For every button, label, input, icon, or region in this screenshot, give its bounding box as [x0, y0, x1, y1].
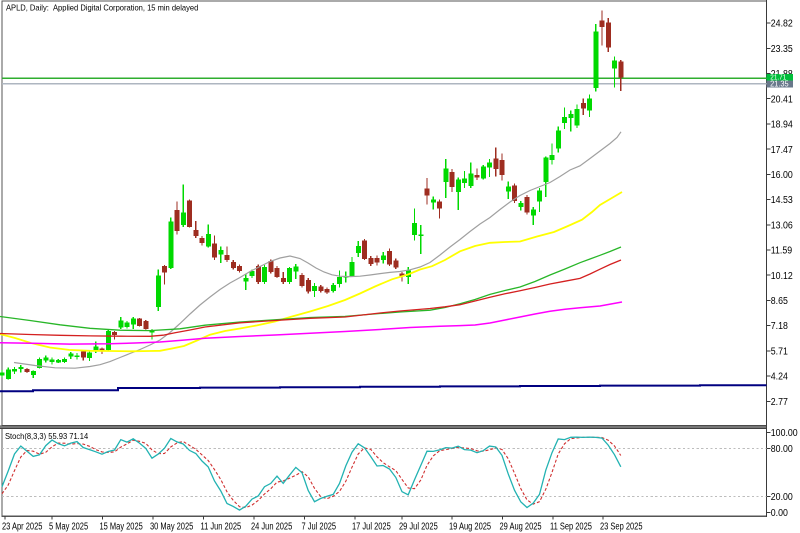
svg-text:20.41: 20.41	[771, 93, 793, 105]
svg-text:APLD, Daily: Applied Digital: APLD, Daily: Applied Digital Corporation…	[6, 3, 198, 12]
svg-text:5.71: 5.71	[771, 345, 788, 357]
svg-text:17 Jul 2025: 17 Jul 2025	[352, 520, 391, 531]
svg-text:23.35: 23.35	[771, 42, 793, 54]
svg-text:24.82: 24.82	[771, 17, 793, 29]
svg-text:10.12: 10.12	[771, 269, 793, 281]
svg-text:23 Sep 2025: 23 Sep 2025	[600, 520, 643, 531]
svg-text:8.65: 8.65	[771, 294, 788, 306]
svg-text:29 Aug 2025: 29 Aug 2025	[500, 520, 542, 531]
svg-text:18.94: 18.94	[771, 118, 793, 130]
svg-text:24 Jun 2025: 24 Jun 2025	[251, 520, 292, 531]
svg-text:30 May 2025: 30 May 2025	[150, 520, 193, 531]
svg-text:17.47: 17.47	[771, 143, 793, 155]
svg-text:23 Apr 2025: 23 Apr 2025	[2, 520, 42, 531]
svg-text:21.35: 21.35	[770, 79, 789, 89]
svg-text:21.71: 21.71	[770, 74, 786, 82]
svg-text:7 Jul 2025: 7 Jul 2025	[302, 520, 337, 531]
svg-text:13.06: 13.06	[771, 219, 793, 231]
svg-text:11 Jun 2025: 11 Jun 2025	[201, 520, 242, 531]
svg-text:11.59: 11.59	[771, 244, 792, 256]
svg-text:11 Sep 2025: 11 Sep 2025	[550, 520, 592, 531]
svg-text:14.53: 14.53	[771, 194, 793, 206]
svg-text:20.00: 20.00	[771, 490, 793, 502]
svg-text:16.00: 16.00	[771, 168, 793, 180]
svg-text:15 May 2025: 15 May 2025	[100, 520, 143, 531]
svg-text:100.00: 100.00	[771, 427, 798, 439]
svg-text:2.77: 2.77	[771, 395, 788, 407]
svg-text:Stoch(8,3,3) 55.93 71.14: Stoch(8,3,3) 55.93 71.14	[5, 431, 89, 440]
svg-text:29 Jul 2025: 29 Jul 2025	[399, 520, 438, 531]
svg-text:21.88: 21.88	[771, 68, 793, 80]
svg-text:4.24: 4.24	[771, 370, 788, 382]
svg-text:7.18: 7.18	[771, 320, 788, 332]
svg-text:5 May 2025: 5 May 2025	[49, 520, 88, 531]
svg-text:19 Aug 2025: 19 Aug 2025	[449, 520, 491, 531]
svg-text:0.00: 0.00	[771, 506, 788, 518]
svg-text:80.00: 80.00	[771, 443, 793, 455]
